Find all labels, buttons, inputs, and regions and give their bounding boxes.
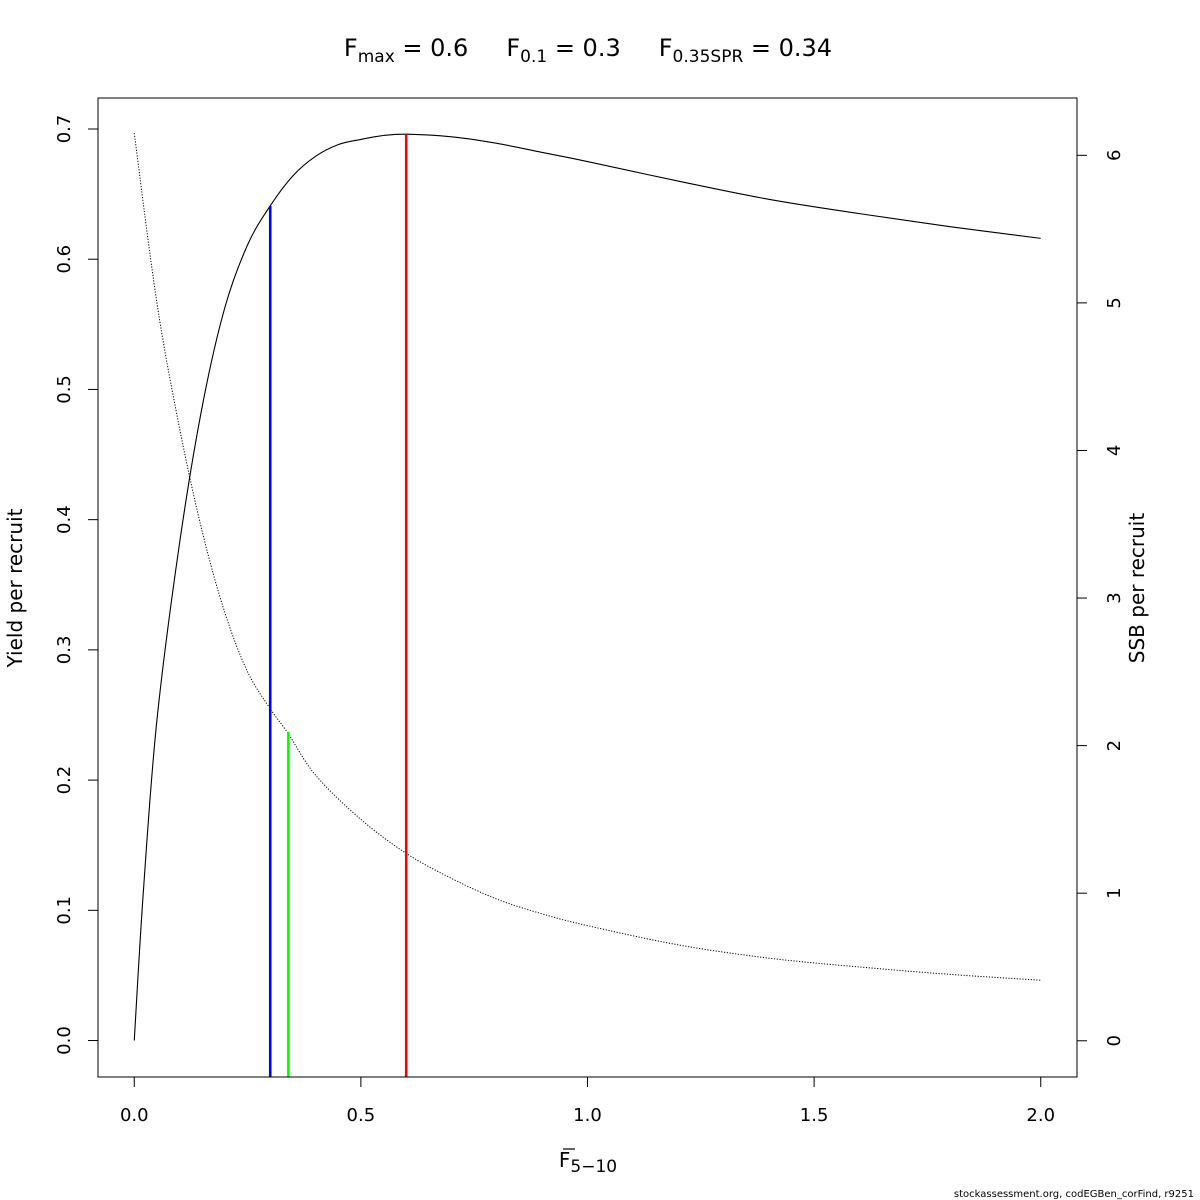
reference-lines	[268, 134, 408, 1077]
y2-tick-label: 1	[1104, 887, 1125, 898]
y2-tick-label: 6	[1104, 150, 1125, 161]
x-axis: 0.0 0.5 1.0 1.5 2.0	[120, 1076, 1055, 1126]
x-axis-label: F5−10	[559, 1148, 617, 1177]
title-text: Fmax = 0.6 F0.1 = 0.3 F0.35SPR = 0.34	[344, 34, 832, 67]
y-tick-label: 0.3	[54, 636, 75, 665]
y2-tick-label: 5	[1104, 297, 1125, 308]
y-tick-label: 0.7	[54, 115, 75, 144]
y2-axis-label: SSB per recruit	[1125, 513, 1149, 664]
y-tick-label: 0.2	[54, 766, 75, 795]
x-tick-label: 1.0	[573, 1105, 602, 1126]
y-tick-label: 0.0	[54, 1026, 75, 1055]
y-tick-label: 0.6	[54, 245, 75, 274]
y-tick-label: 0.4	[54, 505, 75, 534]
y2-tick-label: 3	[1104, 592, 1125, 603]
y2-tick-label: 4	[1104, 445, 1125, 456]
plot-frame	[97, 97, 1078, 1078]
x-tick-label: 2.0	[1026, 1105, 1055, 1126]
y-axis-right: 0 1 2 3 4 5 6	[1077, 150, 1125, 1046]
y2-tick-label: 0	[1104, 1035, 1125, 1046]
y2-tick-label: 2	[1104, 740, 1125, 751]
x-tick-label: 0.5	[347, 1105, 376, 1126]
x-tick-label: 0.0	[120, 1105, 149, 1126]
yield-per-recruit-line	[133, 133, 1041, 1041]
y-axis-left: 0.0 0.1 0.2 0.3 0.4 0.5 0.6 0.7	[54, 115, 98, 1055]
y-axis-label: Yield per recruit	[3, 508, 27, 668]
footer-credit: stockassessment.org, codEGBen_corFind, r…	[953, 1189, 1194, 1200]
x-axis-label-text: F5−10	[559, 1148, 617, 1177]
y-tick-label: 0.5	[54, 375, 75, 404]
ssb-per-recruit-line	[133, 133, 1041, 981]
y-tick-label: 0.1	[54, 896, 75, 925]
x-tick-label: 1.5	[800, 1105, 829, 1126]
series-group	[133, 133, 1041, 1041]
chart-title: Fmax = 0.6 F0.1 = 0.3 F0.35SPR = 0.34	[344, 34, 832, 67]
